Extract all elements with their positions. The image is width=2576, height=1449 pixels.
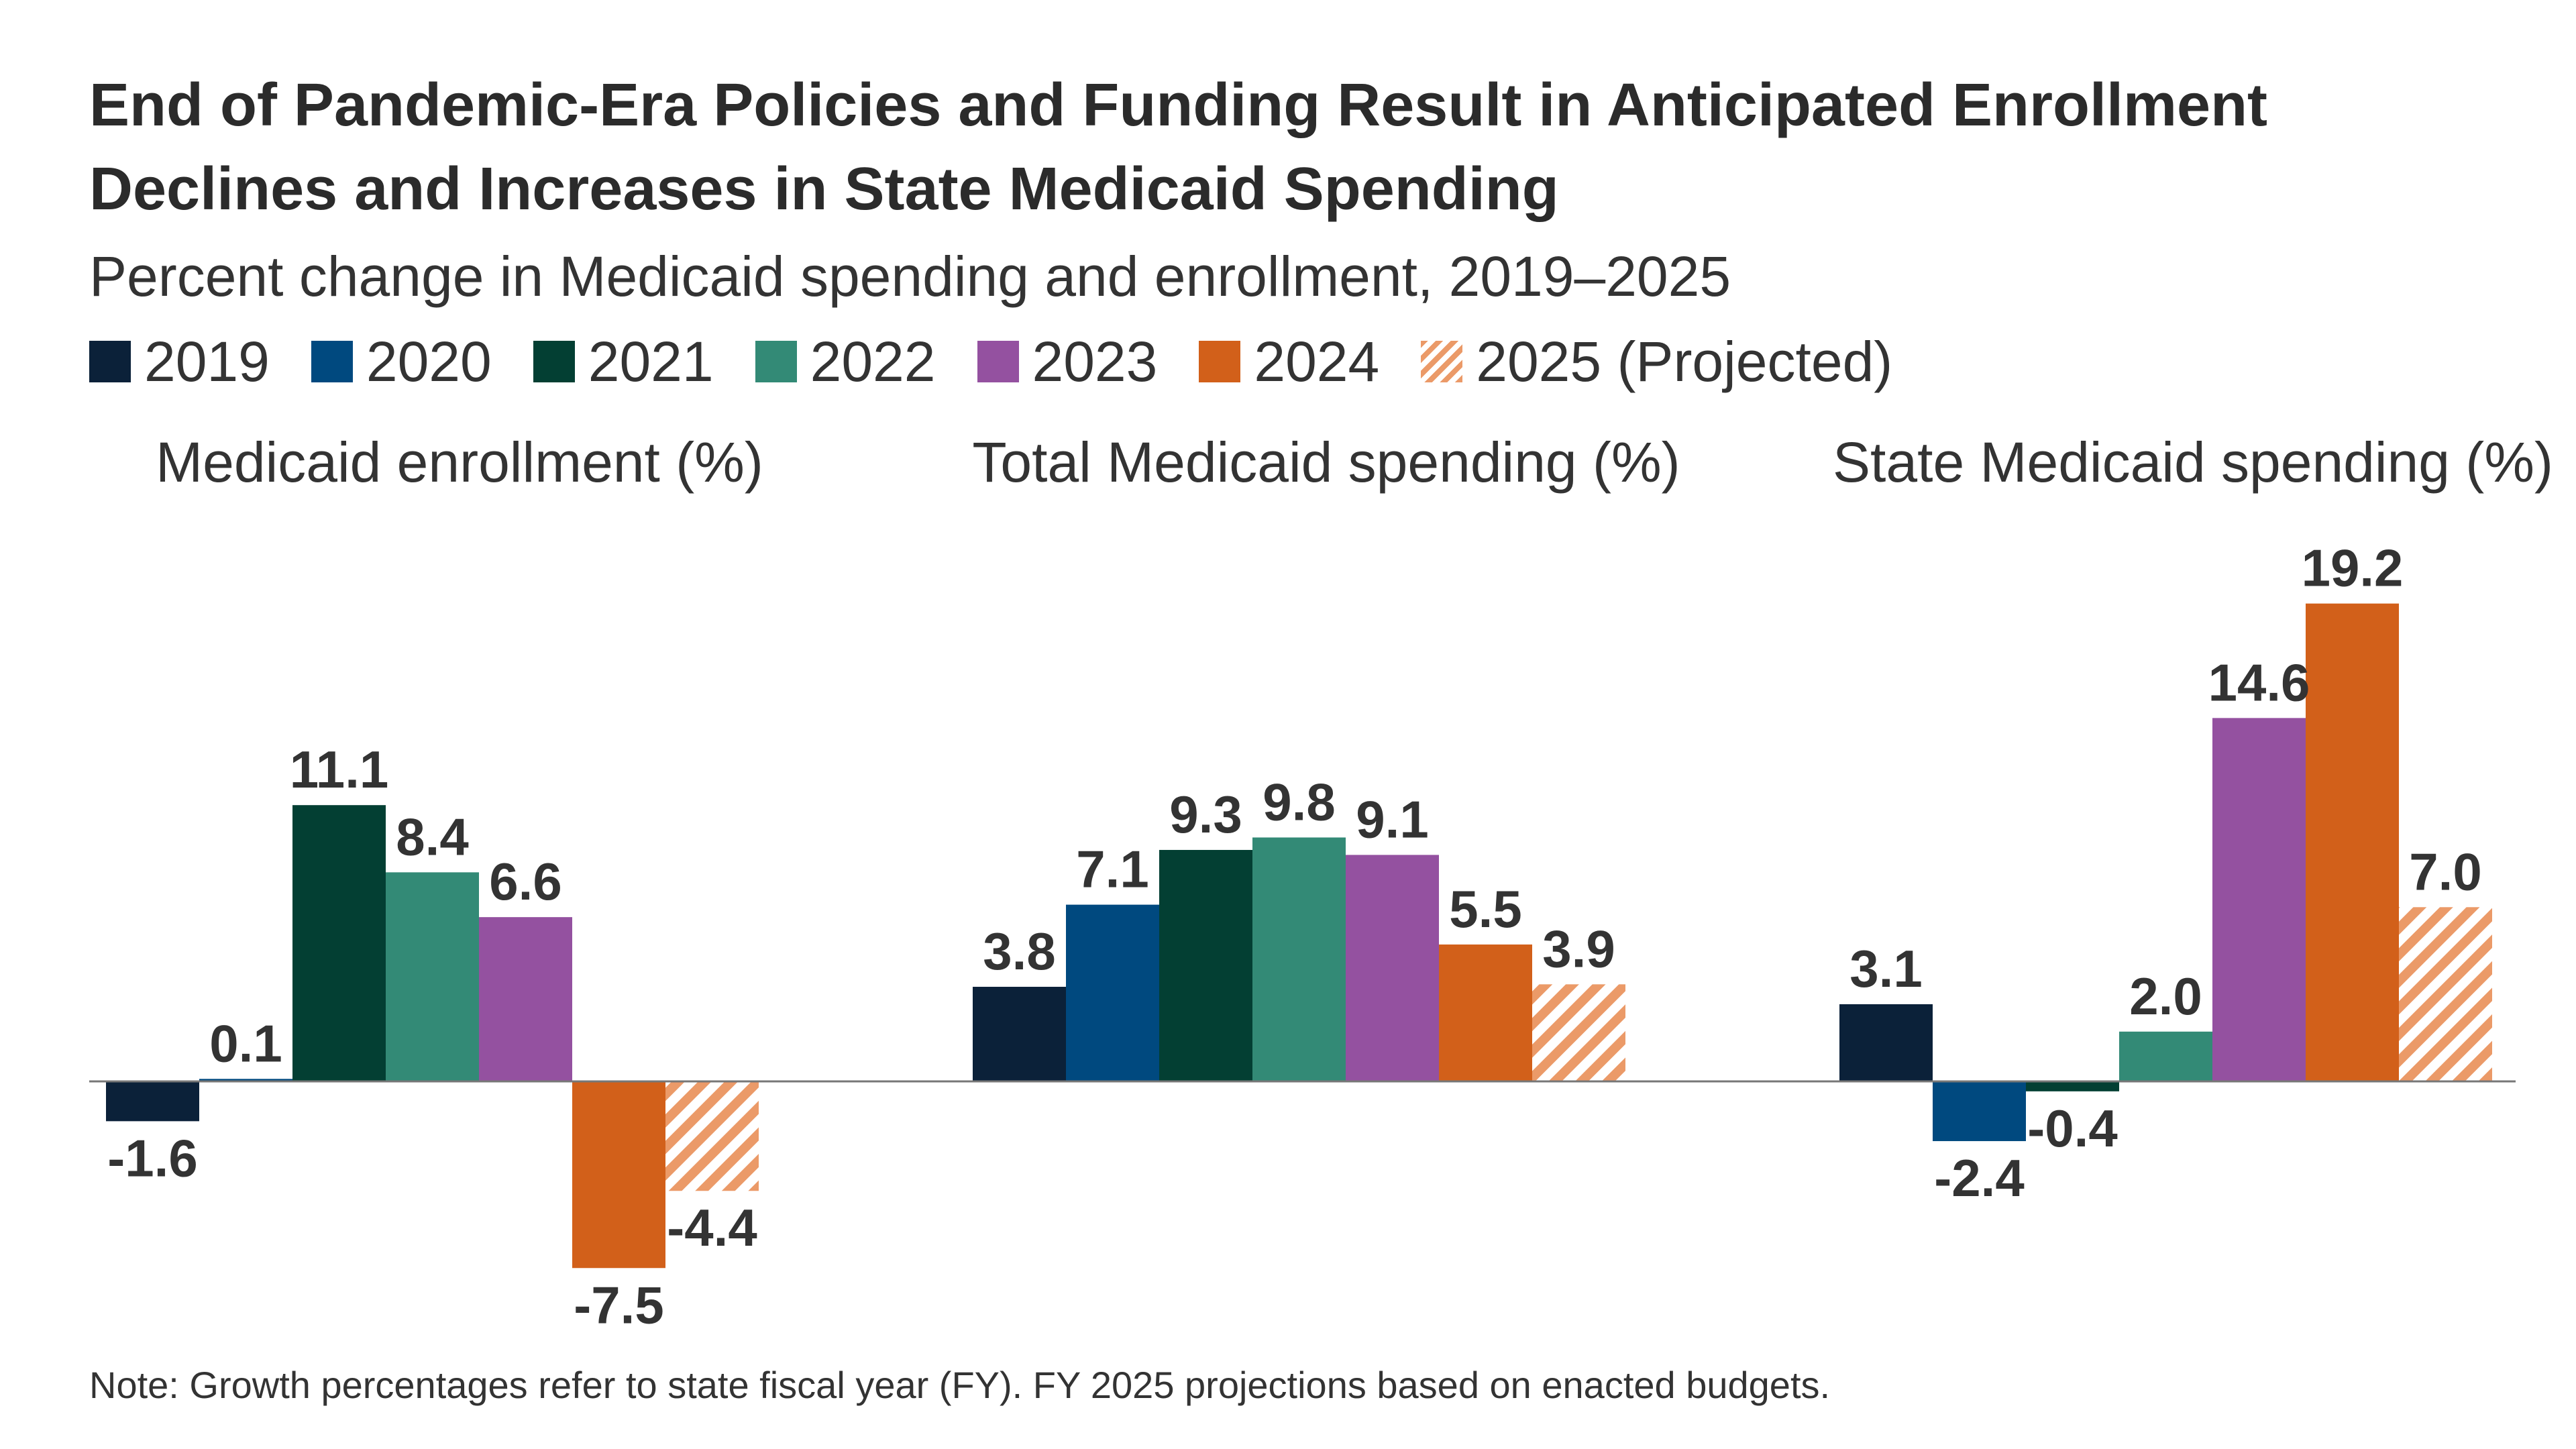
bar-value-label: -2.4 — [1934, 1148, 2024, 1208]
bar-2021 — [292, 805, 386, 1081]
bar-2023 — [479, 917, 572, 1081]
bar-2025 — [665, 1081, 759, 1191]
bar-value-label: 7.1 — [1076, 840, 1148, 899]
panel-title: State Medicaid spending (%) — [1833, 431, 2553, 494]
bar-2020 — [1933, 1081, 2026, 1142]
bar-value-label: 2.0 — [2129, 967, 2202, 1026]
bar-2021 — [1159, 849, 1252, 1081]
bar-value-label: 7.0 — [2409, 842, 2481, 901]
bar-2020 — [199, 1079, 292, 1081]
bar-value-label: 9.8 — [1263, 772, 1335, 831]
legend-swatch — [1199, 341, 1241, 382]
bar-value-label: 11.1 — [290, 740, 389, 799]
bar-value-label: 0.1 — [209, 1014, 282, 1073]
legend-label: 2023 — [1032, 330, 1158, 393]
bar-value-label: 9.3 — [1169, 785, 1242, 844]
legend-swatch — [311, 341, 353, 382]
bar-2019 — [106, 1081, 199, 1122]
legend-item-2023: 2023 — [977, 325, 1158, 398]
bar-value-label: -4.4 — [667, 1198, 757, 1257]
legend-item-2025: 2025 (Projected) — [1421, 325, 1892, 398]
legend-label: 2022 — [810, 330, 936, 393]
bar-2024 — [572, 1081, 665, 1269]
bar-value-label: -7.5 — [574, 1275, 663, 1334]
bar-2025 — [1532, 984, 1625, 1081]
bar-value-label: 9.1 — [1356, 790, 1428, 849]
legend-label: 2024 — [1254, 330, 1380, 393]
legend-swatch — [89, 341, 131, 382]
bar-2024 — [1439, 944, 1532, 1081]
panel-title: Medicaid enrollment (%) — [156, 431, 763, 494]
bar-value-label: 14.6 — [2208, 653, 2310, 712]
bar-value-label: 19.2 — [2302, 539, 2404, 598]
bar-value-label: 6.6 — [489, 852, 561, 911]
bar-2025 — [2399, 907, 2492, 1081]
bar-2020 — [1066, 904, 1159, 1081]
legend: 2019 2020 2021 2022 2023 2024 2025 (Projected) — [89, 325, 1934, 398]
legend-item-2022: 2022 — [755, 325, 936, 398]
bar-2019 — [1839, 1004, 1933, 1081]
chart-subtitle: Percent change in Medicaid spending and … — [89, 245, 1731, 308]
legend-label: 2025 (Projected) — [1476, 330, 1893, 393]
bar-value-label: 5.5 — [1449, 879, 1521, 938]
chart-note: Note: Growth percentages refer to state … — [89, 1364, 1831, 1406]
legend-label: 2019 — [144, 330, 270, 393]
legend-swatch — [977, 341, 1019, 382]
bar-2022 — [386, 872, 479, 1081]
bar-2022 — [2119, 1031, 2212, 1081]
bar-2023 — [2212, 718, 2306, 1081]
panel-title: Total Medicaid spending (%) — [972, 431, 1680, 494]
bar-2024 — [2306, 603, 2399, 1081]
legend-item-2019: 2019 — [89, 325, 270, 398]
bar-value-label: 3.8 — [983, 922, 1055, 981]
bar-value-label: 3.9 — [1542, 919, 1615, 978]
legend-swatch — [755, 341, 797, 382]
legend-item-2020: 2020 — [311, 325, 492, 398]
bar-value-label: -0.4 — [2027, 1099, 2117, 1158]
legend-item-2024: 2024 — [1199, 325, 1379, 398]
bar-value-label: 8.4 — [396, 807, 468, 866]
legend-swatch — [1421, 341, 1463, 382]
bar-value-label: -1.6 — [107, 1128, 197, 1187]
bar-2021 — [2026, 1081, 2119, 1091]
legend-swatch — [533, 341, 575, 382]
bar-2022 — [1252, 837, 1346, 1081]
legend-label: 2020 — [366, 330, 492, 393]
legend-label: 2021 — [588, 330, 714, 393]
bar-2023 — [1346, 855, 1439, 1081]
legend-item-2021: 2021 — [533, 325, 714, 398]
bar-2019 — [973, 987, 1066, 1081]
chart-title: End of Pandemic-Era Policies and Funding… — [89, 72, 2268, 223]
bar-value-label: 3.1 — [1849, 939, 1922, 998]
